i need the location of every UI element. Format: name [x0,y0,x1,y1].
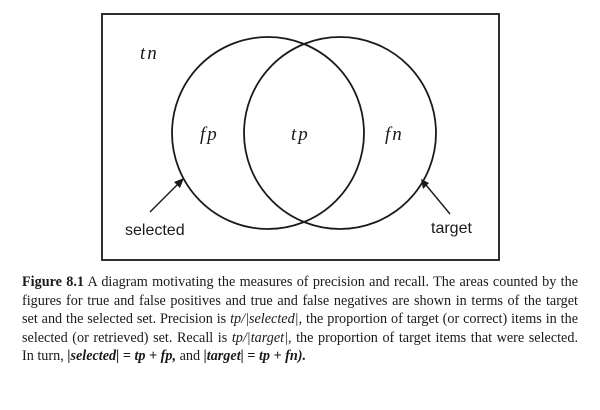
fn-label: fn [385,124,404,145]
precision-formula: tp/|selected| [230,311,299,328]
target-equation: |target| = tp + fn). [203,348,307,365]
caption-text-4: and [176,348,204,365]
figure-caption: Figure 8.1 A diagram motivating the meas… [22,273,578,366]
selected-label: selected [125,222,185,239]
caption-text-2: , the proportion of target (or correct) … [22,311,578,346]
target-label: target [431,220,472,237]
selected-pointer-arrow [149,182,180,213]
caption-text-1: A diagram motivating the measures of pre… [22,274,578,328]
tn-label: tn [140,43,159,64]
venn-diagram: tn fp tp fn selected target [101,13,500,261]
target-pointer-arrow [425,184,451,215]
tp-label: tp [291,124,310,145]
selected-equation: |selected| = tp + fp, [67,348,177,365]
universe-box [101,13,500,261]
selected-circle [171,36,365,230]
target-circle [243,36,437,230]
target-arrowhead [421,179,429,189]
selected-arrowhead [174,178,184,188]
caption-text-3: , the proportion of target items that we… [22,329,579,365]
fp-label: fp [200,124,219,145]
recall-formula: tp/|target| [231,329,288,346]
figure-number: Figure 8.1 [22,274,84,290]
